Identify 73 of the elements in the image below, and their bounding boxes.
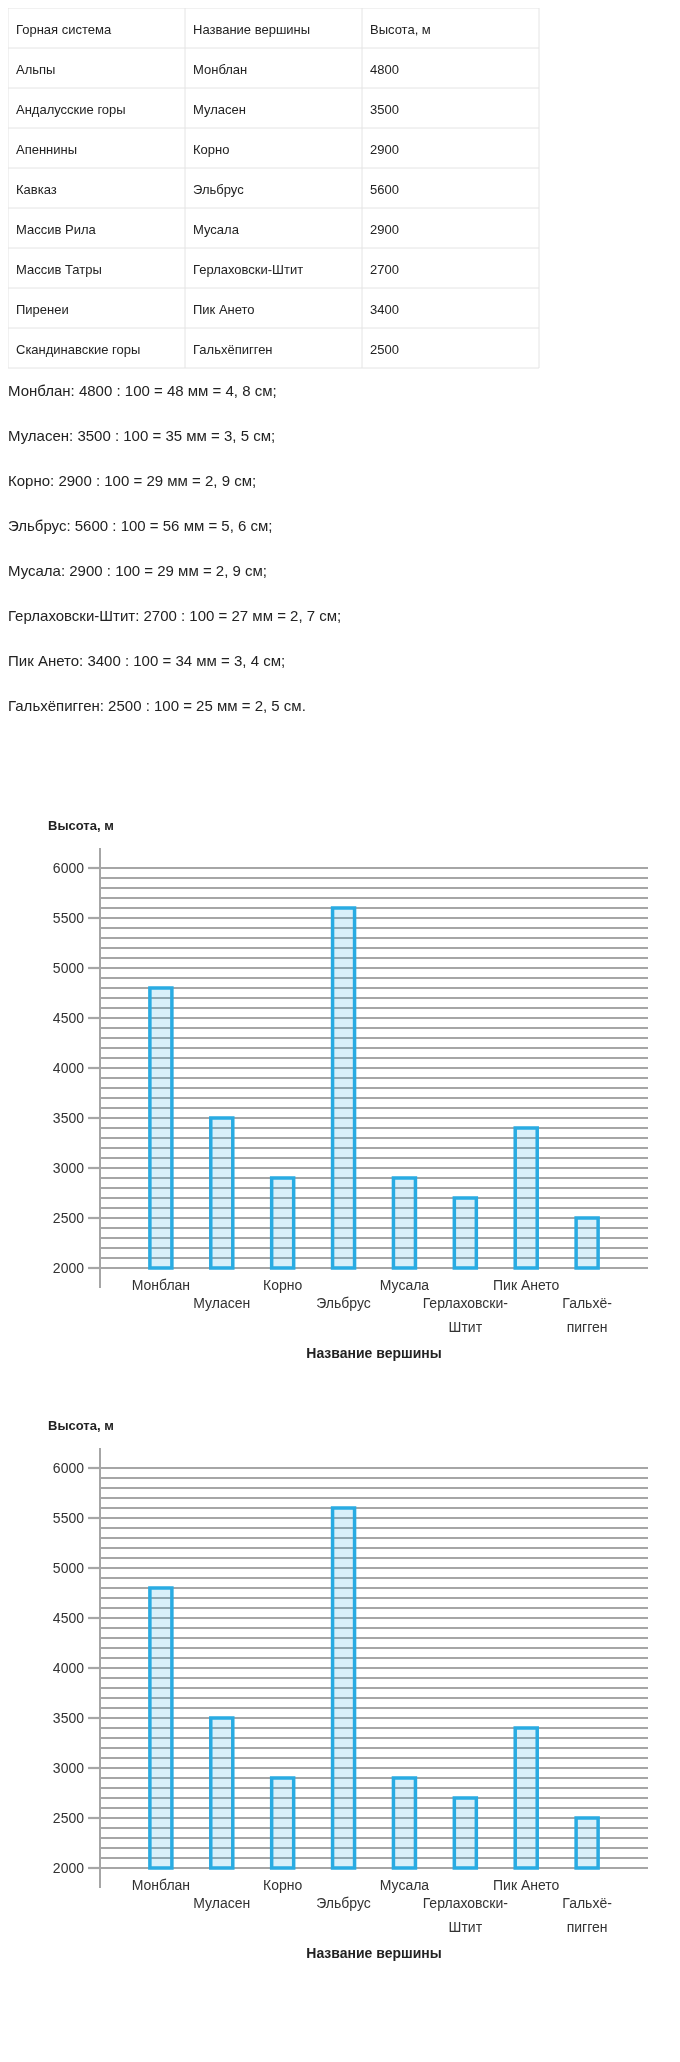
y-tick-label: 3000 <box>52 1759 85 1776</box>
y-tick-label: 5000 <box>52 1559 85 1576</box>
y-tick-label: 5000 <box>52 959 85 976</box>
x-tick-label: Пик Ането <box>493 1877 560 1893</box>
x-axis-title: Название вершины <box>306 1345 442 1361</box>
text: Корно <box>193 142 230 157</box>
x-tick-label: Эльбрус <box>316 1295 371 1311</box>
y-tick-label: 5500 <box>52 909 85 926</box>
x-axis-title: Название вершины <box>306 1945 442 1961</box>
y-tick-label: 2500 <box>52 1209 85 1226</box>
x-tick-label: Муласен <box>193 1895 251 1911</box>
x-tick-label: Монблан <box>131 1277 191 1293</box>
y-tick-label: 4500 <box>52 1609 85 1626</box>
y-tick-label: 2500 <box>52 1809 85 1826</box>
y-tick-label: 3500 <box>52 1709 85 1726</box>
text: Высота, м <box>370 22 431 37</box>
text: Гальхёпигген: 2500 : 100 = 25 мм = 2, 5 см. <box>8 697 306 714</box>
x-tick-label: Муласен <box>193 1295 251 1311</box>
text: Монблан <box>193 62 248 77</box>
text: 2500 <box>370 342 399 357</box>
y-tick-label: 2000 <box>52 1859 85 1876</box>
text: 2900 <box>370 142 399 157</box>
text: 3400 <box>370 302 399 317</box>
text: Эльбрус: 5600 : 100 = 56 мм = 5, 6 см; <box>8 517 273 534</box>
x-tick-label: Мусала <box>379 1877 430 1893</box>
text: Мусала <box>193 222 239 237</box>
text: Скандинавские горы <box>16 342 141 357</box>
y-tick-label: 3500 <box>52 1109 85 1126</box>
text: Эльбрус <box>193 182 244 197</box>
text: Альпы <box>16 62 56 77</box>
x-tick-label: Пик Ането <box>493 1277 560 1293</box>
x-tick-label: Гальхё-пигген <box>562 1295 613 1335</box>
x-tick-label: Эльбрус <box>316 1895 371 1911</box>
y-tick-label: 3000 <box>52 1159 85 1176</box>
text: 4800 <box>370 62 399 77</box>
y-tick-label: 5500 <box>52 1509 85 1526</box>
text: Массив Татры <box>16 262 102 277</box>
x-tick-label: Корно <box>263 1877 303 1893</box>
text: Андалусские горы <box>16 102 126 117</box>
y-axis-title: Высота, м <box>48 1418 114 1433</box>
text: Гальхёпигген <box>193 342 273 357</box>
y-tick-label: 6000 <box>52 859 85 876</box>
x-tick-label: Мусала <box>379 1277 430 1293</box>
y-tick-label: 4500 <box>52 1009 85 1026</box>
y-tick-label: 6000 <box>52 1459 85 1476</box>
text: Горная система <box>16 22 112 37</box>
text: Корно: 2900 : 100 = 29 мм = 2, 9 см; <box>8 472 257 489</box>
text: Пиренеи <box>16 302 69 317</box>
x-tick-label: Герлаховски-Штит <box>422 1295 509 1335</box>
text: Массив Рила <box>16 222 96 237</box>
x-tick-label: Корно <box>263 1277 303 1293</box>
text: Кавказ <box>16 182 57 197</box>
text: Муласен <box>193 102 246 117</box>
text: 2900 <box>370 222 399 237</box>
text: 5600 <box>370 182 399 197</box>
y-tick-label: 2000 <box>52 1259 85 1276</box>
text: Пик Ането <box>193 302 255 317</box>
text: Мусала: 2900 : 100 = 29 мм = 2, 9 см; <box>8 562 267 579</box>
text: 3500 <box>370 102 399 117</box>
text: Герлаховски-Штит <box>193 262 304 277</box>
text: Название вершины <box>193 22 311 37</box>
x-tick-label: Гальхё-пигген <box>562 1895 613 1935</box>
y-tick-label: 4000 <box>52 1659 85 1676</box>
text: Муласен: 3500 : 100 = 35 мм = 3, 5 см; <box>8 427 276 444</box>
x-tick-label: Герлаховски-Штит <box>422 1895 509 1935</box>
x-tick-label: Монблан <box>131 1877 191 1893</box>
text: Пик Ането: 3400 : 100 = 34 мм = 3, 4 см; <box>8 652 286 669</box>
text: Монблан: 4800 : 100 = 48 мм = 4, 8 см; <box>8 382 277 399</box>
y-tick-label: 4000 <box>52 1059 85 1076</box>
text: 2700 <box>370 262 399 277</box>
y-axis-title: Высота, м <box>48 818 114 833</box>
text: Апеннины <box>16 142 78 157</box>
text: Герлаховски-Штит: 2700 : 100 = 27 мм = 2, 7 см; <box>8 607 342 624</box>
